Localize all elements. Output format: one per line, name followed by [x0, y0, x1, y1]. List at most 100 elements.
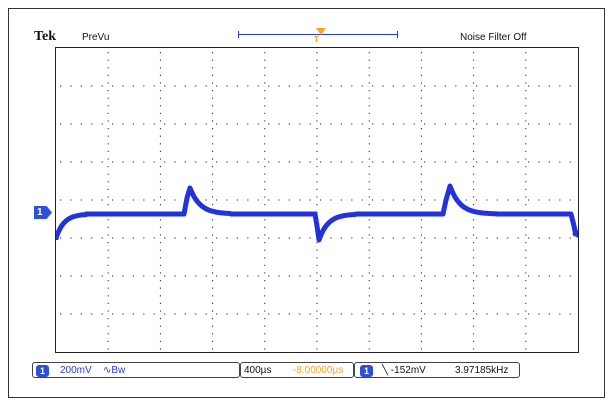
grid-dot: [455, 313, 457, 315]
grid-dot: [247, 275, 249, 277]
grid-dot: [330, 123, 332, 125]
grid-dot: [320, 85, 322, 87]
grid-dot: [195, 85, 197, 87]
grid-dot: [473, 158, 475, 160]
grid-dot: [299, 275, 301, 277]
grid-dot: [525, 143, 527, 145]
grid-dot: [368, 74, 370, 76]
grid-dot: [101, 123, 103, 125]
grid-dot: [212, 128, 214, 130]
grid-dot: [107, 112, 109, 114]
grid-dot: [264, 143, 266, 145]
grid-dot: [107, 52, 109, 54]
grid-dot: [122, 275, 124, 277]
grid-dot: [309, 313, 311, 315]
grid-dot: [330, 85, 332, 87]
grid-dot: [372, 85, 374, 87]
grid-dot: [299, 85, 301, 87]
grid-dot: [80, 199, 82, 201]
grid-dot: [424, 85, 426, 87]
grid-dot: [159, 128, 161, 130]
grid-dot: [316, 158, 318, 160]
grid-dot: [268, 161, 270, 163]
trigger-settings[interactable]: 1 ╲ -152mV 3.97185kHz: [354, 362, 520, 378]
grid-dot: [525, 128, 527, 130]
grid-dot: [159, 112, 161, 114]
grid-dot: [368, 226, 370, 228]
grid-dot: [525, 97, 527, 99]
grid-dot: [264, 135, 266, 137]
channel-1-ground-marker[interactable]: 1: [34, 206, 52, 219]
grid-dot: [444, 123, 446, 125]
grid-dot: [70, 85, 72, 87]
grid-dot: [420, 181, 422, 183]
grid-dot: [212, 112, 214, 114]
grid-dot: [413, 199, 415, 201]
grid-dot: [316, 302, 318, 304]
grid-dot: [107, 82, 109, 84]
grid-dot: [264, 112, 266, 114]
grid-dot: [320, 161, 322, 163]
grid-dot: [368, 340, 370, 342]
grid-dot: [107, 234, 109, 236]
grid-dot: [473, 150, 475, 152]
grid-dot: [496, 237, 498, 239]
grid-dot: [236, 161, 238, 163]
grid-dot: [164, 275, 166, 277]
grid-dot: [236, 275, 238, 277]
trigger-position-icon[interactable]: [316, 28, 326, 35]
grid-dot: [528, 199, 530, 201]
grid-dot: [278, 313, 280, 315]
grid-dot: [264, 166, 266, 168]
grid-dot: [403, 275, 405, 277]
grid-dot: [420, 340, 422, 342]
grid-dot: [278, 275, 280, 277]
grid-dot: [236, 237, 238, 239]
grid-dot: [268, 85, 270, 87]
grid-dot: [316, 310, 318, 312]
grid-dot: [525, 158, 527, 160]
grid-dot: [107, 150, 109, 152]
grid-dot: [525, 188, 527, 190]
grid-dot: [368, 173, 370, 175]
grid-dot: [420, 112, 422, 114]
grid-dot: [216, 275, 218, 277]
grid-dot: [309, 237, 311, 239]
grid-dot: [455, 85, 457, 87]
grid-dot: [107, 143, 109, 145]
grid-dot: [476, 237, 478, 239]
timebase-value: 400µs: [244, 365, 272, 376]
grid-dot: [525, 82, 527, 84]
channel-1-settings[interactable]: 1 200mV ∿Bw: [32, 362, 240, 378]
grid-dot: [569, 161, 571, 163]
grid-dot: [403, 199, 405, 201]
grid-dot: [107, 264, 109, 266]
grid-dot: [212, 74, 214, 76]
grid-dot: [330, 275, 332, 277]
grid-dot: [288, 237, 290, 239]
grid-dot: [264, 59, 266, 61]
grid-dot: [465, 123, 467, 125]
grid-dot: [420, 128, 422, 130]
grid-dot: [212, 82, 214, 84]
grid-dot: [569, 199, 571, 201]
grid-dot: [473, 226, 475, 228]
grid-dot: [101, 237, 103, 239]
grid-dot: [424, 275, 426, 277]
grid-dot: [212, 234, 214, 236]
grid-dot: [212, 226, 214, 228]
grid-dot: [107, 196, 109, 198]
noise-filter-label[interactable]: Noise Filter Off: [460, 32, 527, 43]
grid-dot: [372, 199, 374, 201]
grid-dot: [91, 161, 93, 163]
grid-dot: [525, 287, 527, 289]
grid-dot: [465, 275, 467, 277]
grid-dot: [212, 287, 214, 289]
grid-dot: [264, 340, 266, 342]
oscilloscope-graticule[interactable]: [53, 47, 579, 353]
grid-dot: [212, 318, 214, 320]
horizontal-settings[interactable]: 400µs -8.00000µs: [240, 362, 354, 378]
grid-dot: [212, 280, 214, 282]
grid-dot: [159, 310, 161, 312]
grid-dot: [153, 313, 155, 315]
